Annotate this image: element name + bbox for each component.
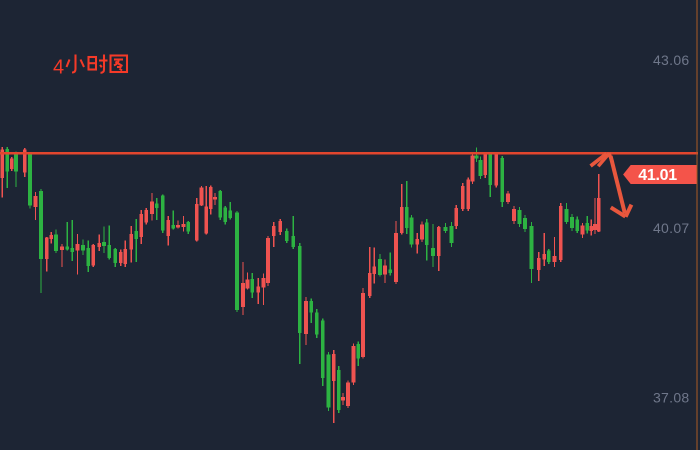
svg-text:43.06: 43.06 <box>653 52 690 68</box>
svg-text:40.07: 40.07 <box>653 220 690 236</box>
svg-text:41.01: 41.01 <box>638 167 677 184</box>
svg-text:4: 4 <box>53 57 64 79</box>
svg-text:37.08: 37.08 <box>653 390 690 406</box>
